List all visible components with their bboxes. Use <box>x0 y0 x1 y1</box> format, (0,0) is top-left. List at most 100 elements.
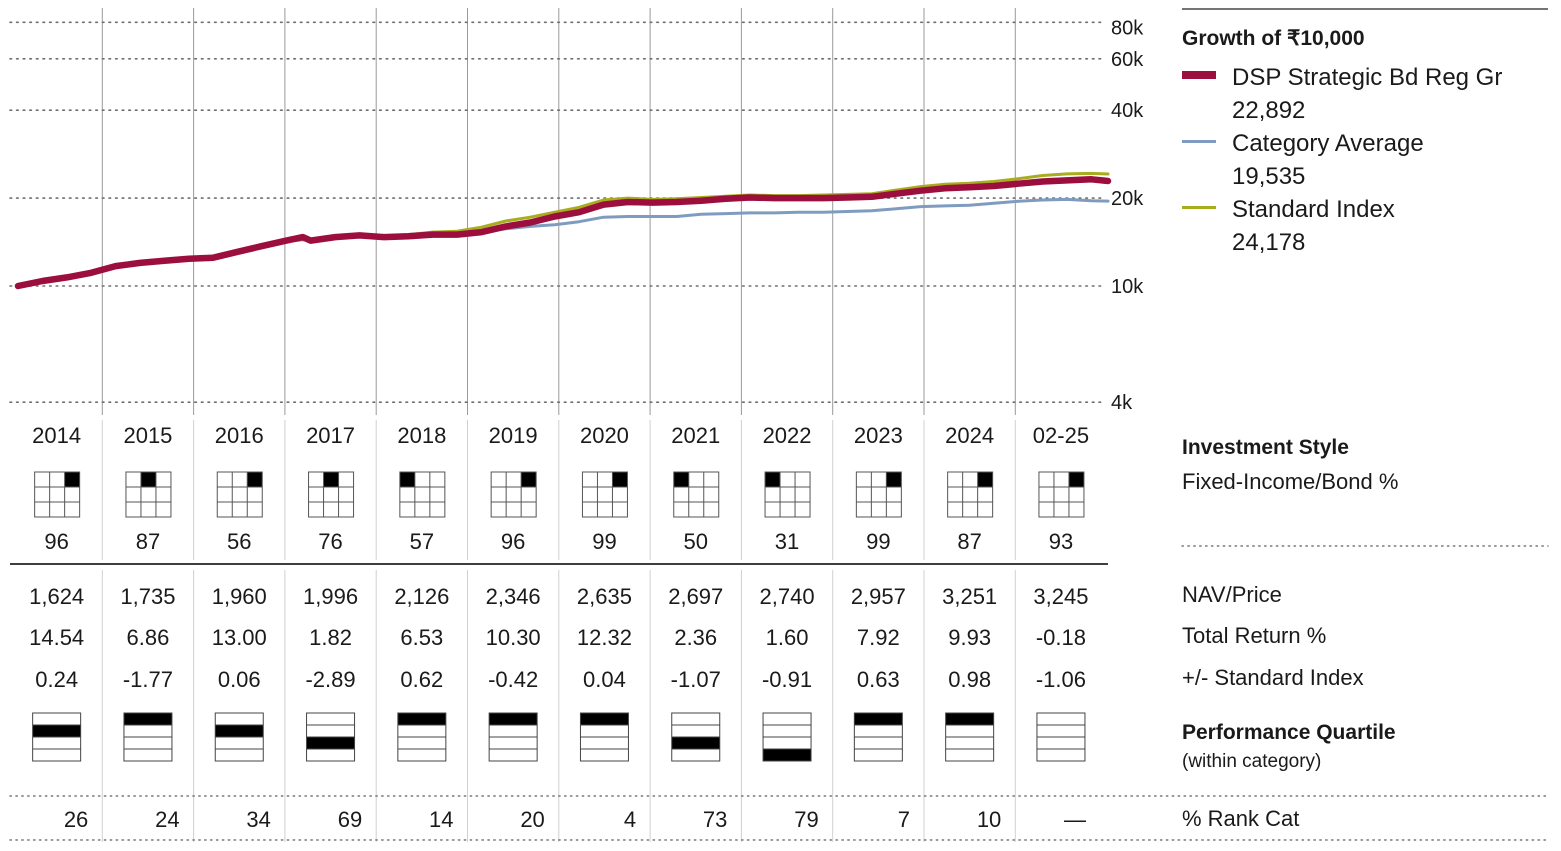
rank-value: 79 <box>794 807 818 832</box>
style-box <box>1038 471 1085 518</box>
style-subtitle: Fixed-Income/Bond % <box>1182 469 1399 494</box>
legend-value-fund: 22,892 <box>1232 97 1306 124</box>
style-box-filled-cell <box>886 472 902 487</box>
style-box-border <box>399 471 446 518</box>
rank-value: 24 <box>155 807 179 832</box>
legend-label-category: Category Average <box>1232 130 1424 157</box>
bond-pct-value: 31 <box>775 529 799 554</box>
nav-value: 1,624 <box>29 584 84 609</box>
bond-pct-value: 87 <box>957 529 981 554</box>
legend-title: Growth of ₹10,000 <box>1182 27 1365 50</box>
legend-swatch-index <box>1182 206 1216 209</box>
total-return-value: 2.36 <box>674 625 717 650</box>
quartile-box <box>306 712 356 762</box>
style-box <box>581 471 628 518</box>
nav-value: 3,251 <box>942 584 997 609</box>
vs-index-value: 0.98 <box>948 667 991 692</box>
quartile-box <box>214 712 264 762</box>
rank-value: 20 <box>520 807 544 832</box>
bond-pct-value: 76 <box>318 529 342 554</box>
y-tick-label: 40k <box>1111 100 1144 122</box>
total-return-value: 6.53 <box>400 625 443 650</box>
bond-pct-value: 87 <box>136 529 160 554</box>
quartile-box <box>1036 712 1086 762</box>
nav-value: 2,697 <box>668 584 723 609</box>
quartile-filled-band <box>763 749 812 761</box>
style-box-border <box>216 471 263 518</box>
year-label: 2015 <box>123 423 172 448</box>
y-tick-label: 80k <box>1111 17 1144 39</box>
total-return-value: 1.82 <box>309 625 352 650</box>
style-box-border <box>855 471 902 518</box>
style-box-filled-cell <box>140 472 156 487</box>
rank-value: — <box>1064 807 1086 832</box>
style-box <box>855 471 902 518</box>
year-label: 2016 <box>215 423 264 448</box>
year-label: 02-25 <box>1033 423 1089 448</box>
quartile-filled-band <box>945 713 994 725</box>
quartile-filled-band <box>32 725 81 737</box>
style-box-filled-cell <box>977 472 993 487</box>
nav-value: 2,126 <box>394 584 449 609</box>
nav-value: 1,996 <box>303 584 358 609</box>
style-box-border <box>581 471 628 518</box>
quartile-filled-band <box>854 713 903 725</box>
style-box <box>490 471 537 518</box>
style-box-filled-cell <box>765 472 781 487</box>
year-label: 2019 <box>489 423 538 448</box>
quartile-filled-band <box>397 713 446 725</box>
bond-pct-value: 57 <box>410 529 434 554</box>
year-label: 2022 <box>763 423 812 448</box>
quartile-filled-band <box>489 713 538 725</box>
style-box <box>308 471 355 518</box>
rank-value: 26 <box>64 807 88 832</box>
chart-legend: Growth of ₹10,000 DSP Strategic Bd Reg G… <box>1182 26 1552 259</box>
total-return-row-label: Total Return % <box>1182 623 1327 648</box>
vs-index-value: -0.42 <box>488 667 538 692</box>
quartile-filled-band <box>671 737 720 749</box>
investment-style-label: Investment Style <box>1182 436 1349 459</box>
legend-label-fund: DSP Strategic Bd Reg Gr <box>1232 64 1503 91</box>
y-tick-label: 4k <box>1111 392 1133 414</box>
quartile-filled-band <box>580 713 629 725</box>
quartile-box <box>853 712 903 762</box>
rank-value: 4 <box>624 807 636 832</box>
style-box-border <box>490 471 537 518</box>
quartile-filled-band <box>215 725 264 737</box>
quartile-box <box>762 712 812 762</box>
rank-value: 73 <box>703 807 727 832</box>
nav-value: 2,346 <box>486 584 541 609</box>
quartile-row-label: Performance Quartile <box>1182 721 1396 744</box>
vs-index-value: -1.06 <box>1036 667 1086 692</box>
style-box-border <box>125 471 172 518</box>
vs-index-value: -1.77 <box>123 667 173 692</box>
y-tick-label: 60k <box>1111 49 1144 71</box>
vs-index-value: -1.07 <box>671 667 721 692</box>
total-return-value: 7.92 <box>857 625 900 650</box>
style-box <box>947 471 994 518</box>
vs-index-value: 0.62 <box>400 667 443 692</box>
legend-item-category: Category Average 19,535 <box>1182 127 1552 193</box>
style-box-filled-cell <box>64 472 80 487</box>
rank-value: 10 <box>977 807 1001 832</box>
vs-index-row-label: +/- Standard Index <box>1182 665 1364 690</box>
quartile-subtitle: (within category) <box>1182 751 1322 772</box>
total-return-value: 12.32 <box>577 625 632 650</box>
quartile-box <box>123 712 173 762</box>
y-tick-label: 100k <box>1111 0 1155 1</box>
quartile-box <box>671 712 721 762</box>
total-return-value: 13.00 <box>212 625 267 650</box>
style-box-filled-cell <box>521 472 537 487</box>
quartile-box <box>32 712 82 762</box>
nav-value: 1,960 <box>212 584 267 609</box>
bond-pct-value: 96 <box>44 529 68 554</box>
legend-value-index: 24,178 <box>1232 229 1306 256</box>
bond-pct-value: 56 <box>227 529 251 554</box>
quartile-box <box>579 712 629 762</box>
bond-pct-value: 93 <box>1049 529 1073 554</box>
total-return-value: 6.86 <box>127 625 170 650</box>
style-box <box>125 471 172 518</box>
rank-value: 14 <box>429 807 453 832</box>
year-label: 2018 <box>397 423 446 448</box>
